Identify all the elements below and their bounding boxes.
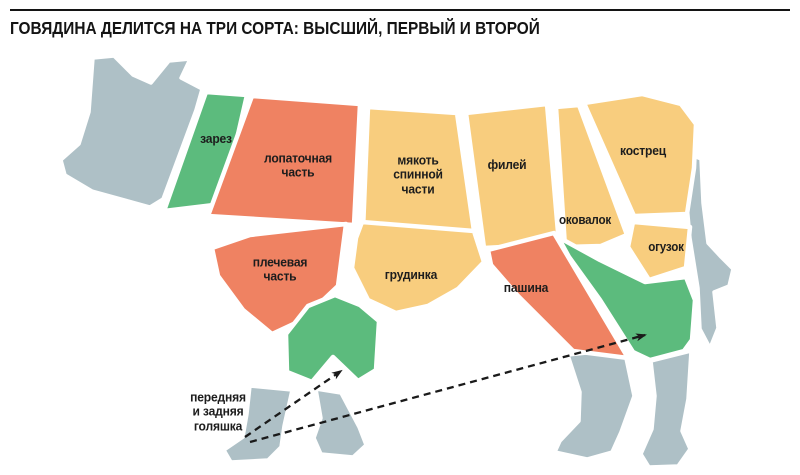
page-title: ГОВЯДИНА ДЕЛИТСЯ НА ТРИ СОРТА: ВЫСШИЙ, П… [10,18,540,38]
region-hind-shank-shape [555,234,698,363]
hind-leg-1-shape [553,347,636,461]
region-kostrets-shape [581,91,699,219]
region-front-shank-shape [283,292,382,385]
region-lopatochnaya-shape [205,93,363,228]
region-filey-shape [463,101,562,251]
region-pashina-shape [485,230,631,361]
region-grudinka-shape [349,219,487,316]
cow-head-shape [59,54,204,209]
front-leg-2-shape [312,387,368,459]
callout-arrow-front-shank [244,369,343,438]
hind-leg-2-shape [639,349,693,469]
cut-regions-group [161,89,699,385]
region-oguzok-shape [625,219,693,283]
callout-arrow-hind-shank [249,333,647,444]
callout-arrows-group [244,333,647,444]
title-rule [10,9,790,11]
region-okovalok-shape [553,102,630,250]
front-leg-1-shape [222,384,294,464]
cow-silhouette-group [59,54,735,469]
